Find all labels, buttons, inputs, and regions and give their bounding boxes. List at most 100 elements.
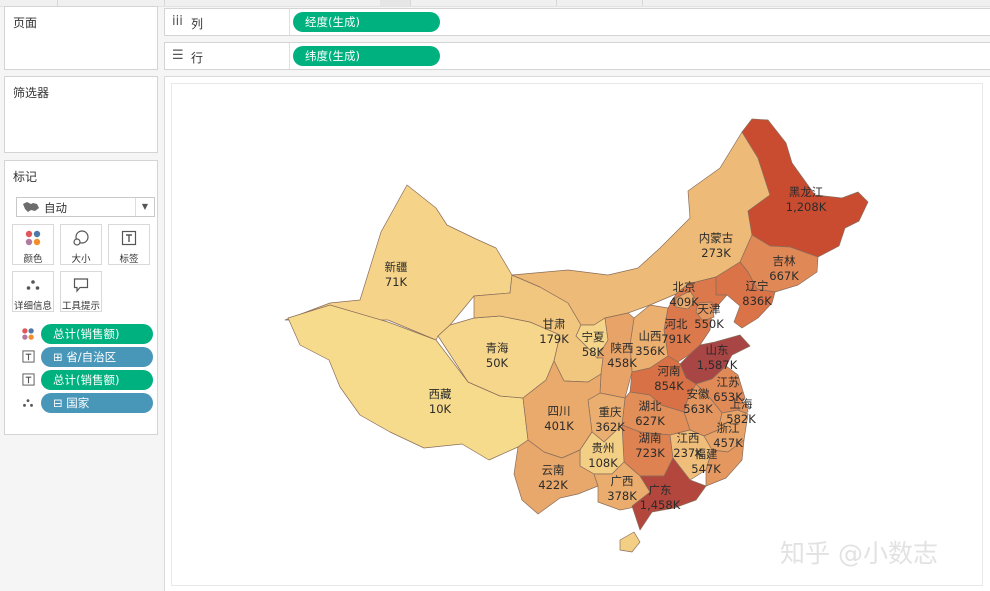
rows-icon: ☰ [172,48,184,63]
province-region-xizang[interactable] [287,304,529,461]
tooltip-icon [61,276,101,294]
province-region-xinjiang[interactable] [284,184,513,341]
marks-card-title: 标记 [13,170,38,184]
detail-button-label: 详细信息 [13,301,52,312]
province-sales-label: 409K [669,295,699,309]
province-region-fujian[interactable] [705,439,745,487]
columns-shelf[interactable]: iii 列 经度(生成) [164,8,990,36]
map-frame [171,83,983,586]
field-pill[interactable]: 总计(销售额) [41,370,153,390]
province-region-hainan[interactable] [619,531,641,553]
province-sales-label: 854K [654,379,684,393]
province-name-label: 江西 [677,431,700,445]
mark-type-dropdown[interactable]: 自动 ▼ [16,197,155,217]
province-name-label: 湖南 [639,431,662,445]
field-pill[interactable]: ⊟ 国家 [41,393,153,413]
province-name-label: 吉林 [773,254,796,268]
longitude-pill[interactable]: 经度(生成) [293,12,440,32]
marks-card: 标记 自动 ▼ 颜色 大小 标签 详细信息 工具提示 [4,160,158,435]
province-name-label: 河南 [658,364,681,378]
map-mark-icon [22,200,40,217]
province-name-label: 北京 [673,280,696,294]
province-name-label: 广东 [649,483,672,497]
mark-type-label: 自动 [44,201,67,215]
province-sales-label: 1,458K [640,498,681,512]
columns-shelf-label: iii 列 [165,9,290,35]
color-button-label: 颜色 [23,254,43,265]
mark-field-color[interactable]: 总计(销售额) [20,324,154,344]
province-region-guangdong[interactable] [631,457,707,531]
province-sales-label: 1,587K [697,358,738,372]
filters-card-title: 筛选器 [13,86,50,100]
province-name-label: 福建 [695,447,718,461]
province-sales-label: 10K [429,402,452,416]
province-sales-label: 791K [661,332,691,346]
province-name-label: 山西 [639,329,662,343]
province-name-label: 青海 [486,341,509,355]
province-name-label: 河北 [665,317,688,331]
province-name-label: 陕西 [611,341,634,355]
toolbar-segment [380,0,411,6]
province-name-label: 山东 [706,343,729,357]
province-sales-label: 237K [673,446,703,460]
province-sales-label: 273K [701,246,731,260]
province-sales-label: 836K [742,294,772,308]
province-sales-label: 458K [607,356,637,370]
province-name-label: 内蒙古 [699,231,734,245]
chevron-down-icon[interactable]: ▼ [135,198,154,216]
province-name-label: 云南 [542,463,565,477]
detail-button[interactable]: 详细信息 [12,271,54,312]
color-button[interactable]: 颜色 [12,224,54,265]
size-button-label: 大小 [71,254,91,265]
mark-field-detail[interactable]: ⊟ 国家 [20,393,154,413]
color-icon [13,229,53,247]
top-toolbar-strip [0,0,990,7]
province-name-label: 湖北 [639,399,662,413]
province-name-label: 甘肃 [543,317,566,331]
mark-field-label[interactable]: ⊞ 省/自治区 [20,347,154,367]
latitude-pill[interactable]: 纬度(生成) [293,46,440,66]
toolbar-segment [0,0,58,6]
province-region-beijing[interactable] [675,290,697,310]
province-region-tianjin[interactable] [695,301,715,322]
province-sales-label: 362K [595,420,625,434]
province-sales-label: 627K [635,414,665,428]
toolbar-segment [410,0,557,6]
province-sales-label: 582K [726,412,756,426]
pages-card[interactable]: 页面 [4,6,158,70]
toolbar-segment [556,0,643,6]
color-icon [20,327,36,341]
province-name-label: 新疆 [385,260,408,274]
label-icon [20,350,36,364]
province-sales-label: 653K [713,390,743,404]
province-name-label: 安徽 [687,387,710,401]
province-name-label: 贵州 [592,441,615,455]
province-sales-label: 563K [683,402,713,416]
province-sales-label: 378K [607,489,637,503]
province-name-label: 重庆 [599,405,622,419]
rows-shelf[interactable]: ☰ 行 纬度(生成) [164,42,990,70]
tooltip-button-label: 工具提示 [61,301,100,312]
rows-label: 行 [191,51,204,65]
size-button[interactable]: 大小 [60,224,102,265]
detail-icon [20,396,36,410]
province-name-label: 浙江 [717,421,740,435]
filters-card[interactable]: 筛选器 [4,76,158,153]
province-sales-label: 550K [694,317,724,331]
tooltip-button[interactable]: 工具提示 [60,271,102,312]
province-name-label: 黑龙江 [789,185,824,199]
province-sales-label: 457K [713,436,743,450]
mark-field-label[interactable]: 总计(销售额) [20,370,154,390]
province-sales-label: 401K [544,419,574,433]
province-sales-label: 179K [539,332,569,346]
field-pill[interactable]: ⊞ 省/自治区 [41,347,153,367]
province-sales-label: 50K [486,356,509,370]
province-name-label: 上海 [730,397,753,411]
label-button[interactable]: 标签 [108,224,150,265]
field-pill[interactable]: 总计(销售额) [41,324,153,344]
province-region-heilongjiang[interactable] [741,118,869,258]
label-icon [20,373,36,387]
label-button-label: 标签 [119,254,139,265]
province-name-label: 四川 [548,404,571,418]
